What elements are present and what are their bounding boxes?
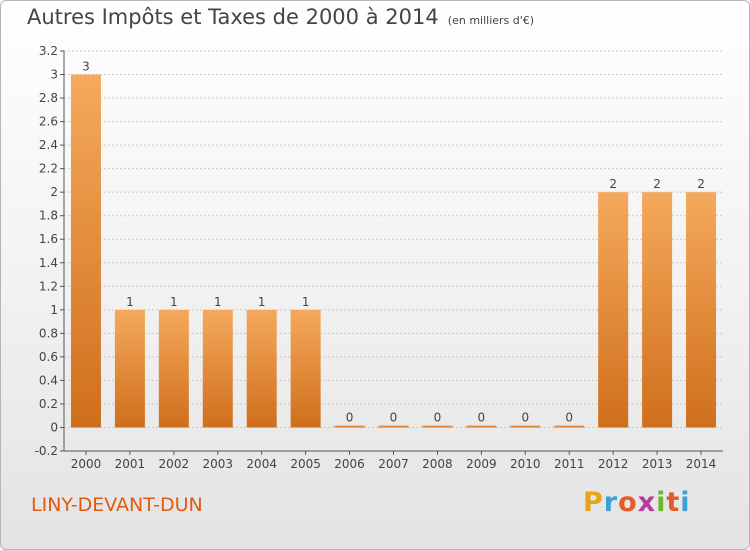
- bar: [114, 309, 145, 428]
- x-tick-label: 2014: [686, 457, 717, 471]
- data-label: 1: [170, 295, 178, 309]
- data-label: 0: [478, 410, 486, 424]
- x-tick-label: 2011: [554, 457, 585, 471]
- data-label: 1: [258, 295, 266, 309]
- brand-letter: x: [637, 487, 657, 518]
- y-tick-label: 2.8: [39, 91, 58, 105]
- x-tick-label: 2008: [422, 457, 453, 471]
- x-tick-label: 2010: [510, 457, 541, 471]
- data-label: 0: [434, 410, 442, 424]
- data-label: 1: [214, 295, 222, 309]
- bar: [598, 192, 629, 428]
- bar: [158, 309, 189, 428]
- y-tick-label: 1.4: [39, 256, 58, 270]
- y-tick-label: 0.4: [39, 373, 58, 387]
- data-label: 2: [609, 177, 617, 191]
- x-tick-label: 2005: [290, 457, 321, 471]
- bar: [642, 192, 673, 428]
- axis-layer: -0.2 0 0.2 0.4 0.6 0.8 1 1.2 1.4 1.6 1.8 2 2.2 2.4 2.6…: [35, 44, 723, 471]
- y-tick-label: 2: [50, 185, 58, 199]
- data-label: 0: [521, 410, 529, 424]
- x-tick-label: 2012: [598, 457, 629, 471]
- bar: [554, 425, 585, 428]
- chart-unit: (en milliers d'€): [447, 14, 535, 27]
- x-tick-label: 2013: [642, 457, 673, 471]
- data-label: 1: [126, 295, 134, 309]
- x-tick-label: 2002: [159, 457, 190, 471]
- brand-letter: P: [583, 487, 604, 518]
- data-label: 0: [346, 410, 354, 424]
- brand-letter: i: [656, 487, 667, 518]
- bar: [378, 425, 409, 428]
- chart-title: Autres Impôts et Taxes de 2000 à 2014: [27, 5, 439, 29]
- x-tick-label: 2006: [334, 457, 365, 471]
- x-tick-label: 2003: [202, 457, 233, 471]
- data-label: 3: [82, 60, 90, 74]
- bar: [422, 425, 453, 428]
- y-tick-label: 3.2: [39, 44, 58, 58]
- brand-letter: o: [618, 487, 638, 518]
- bar: [686, 192, 717, 428]
- y-tick-label: 1.6: [39, 232, 58, 246]
- data-label: 1: [302, 295, 310, 309]
- y-tick-label: 1.8: [39, 209, 58, 223]
- bar: [466, 425, 497, 428]
- bar: [70, 74, 101, 428]
- chart-title-block: Autres Impôts et Taxes de 2000 à 2014 (e…: [27, 5, 534, 29]
- bar: [290, 309, 321, 428]
- y-tick-label: 0: [50, 420, 58, 434]
- y-tick-label: 0.6: [39, 350, 58, 364]
- y-tick-label: 1.2: [39, 279, 58, 293]
- label-layer: 3 1 1 1 1 1 0 0 0 0 0 0 2 2 2: [82, 60, 705, 425]
- data-label: 2: [653, 177, 661, 191]
- bar: [334, 425, 365, 428]
- y-tick-label: 0.2: [39, 397, 58, 411]
- brand-letter: t: [666, 487, 681, 518]
- y-tick-label: 3: [50, 68, 58, 82]
- proxiti-logo[interactable]: Proxiti: [583, 487, 691, 518]
- y-tick-label: 2.4: [39, 138, 58, 152]
- x-tick-label: 2007: [378, 457, 409, 471]
- brand-letter: i: [680, 487, 691, 518]
- y-tick-label: 2.2: [39, 162, 58, 176]
- bar: [246, 309, 277, 428]
- commune-name: LINY-DEVANT-DUN: [31, 494, 203, 516]
- bar-layer: [70, 74, 717, 428]
- data-label: 0: [565, 410, 573, 424]
- x-tick-label: 2004: [246, 457, 277, 471]
- y-tick-label: 1: [50, 303, 58, 317]
- data-label: 0: [390, 410, 398, 424]
- y-tick-label: 0.8: [39, 326, 58, 340]
- brand-letter: r: [603, 487, 619, 518]
- x-tick-label: 2000: [71, 457, 102, 471]
- y-tick-label: 2.6: [39, 115, 58, 129]
- x-tick-label: 2001: [115, 457, 146, 471]
- x-tick-label: 2009: [466, 457, 497, 471]
- bar: [202, 309, 233, 428]
- y-tick-label: -0.2: [35, 444, 58, 458]
- data-label: 2: [697, 177, 705, 191]
- bar: [510, 425, 541, 428]
